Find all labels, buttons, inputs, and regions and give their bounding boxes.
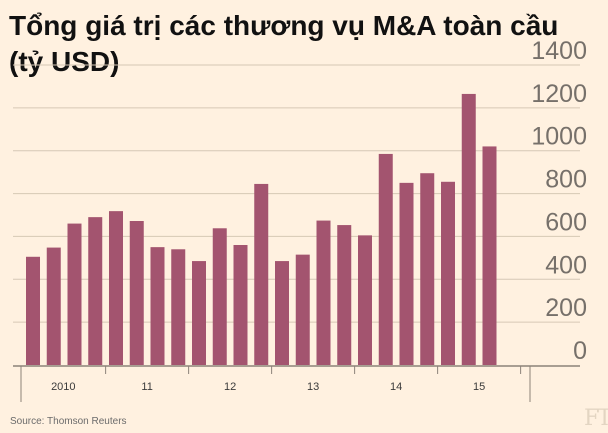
bar — [275, 261, 289, 365]
y-tick-label: 1200 — [531, 80, 587, 108]
x-axis — [13, 365, 580, 402]
title-line-2: (tỷ USD) — [9, 46, 120, 77]
bar — [316, 220, 331, 365]
bar — [150, 247, 165, 365]
y-axis-tick-labels: 0 200 400 600 800 1000 1200 1400 — [531, 37, 587, 365]
bar — [129, 221, 144, 365]
y-tick-label: 200 — [545, 294, 587, 322]
bar — [212, 228, 227, 365]
bar — [109, 211, 123, 365]
y-tick-label: 800 — [545, 166, 587, 194]
x-tick-label: 14 — [390, 381, 402, 393]
x-tick-label: 2010 — [51, 381, 75, 393]
x-tick-label: 11 — [141, 381, 152, 393]
bar — [295, 254, 310, 365]
bar — [441, 181, 455, 365]
x-tick-label: 13 — [307, 381, 319, 393]
title-line-1: Tổng giá trị các thương vụ M&A toàn cầu — [9, 10, 559, 41]
y-tick-label: 1000 — [531, 123, 587, 151]
y-tick-label: 600 — [545, 208, 587, 236]
y-tick-label: 400 — [545, 251, 587, 279]
bar — [233, 245, 248, 365]
bar — [88, 217, 103, 365]
bar — [461, 93, 476, 365]
source-note: Source: Thomson Reuters — [10, 416, 127, 427]
y-tick-label: 1400 — [531, 37, 587, 65]
bar — [482, 146, 497, 365]
bar — [358, 235, 372, 365]
x-tick-label: 12 — [224, 381, 236, 393]
bar — [337, 225, 352, 365]
ft-logo: FT — [584, 406, 608, 431]
y-tick-label: 0 — [573, 337, 587, 365]
x-tick-label: 15 — [473, 381, 485, 393]
bar — [171, 249, 186, 365]
x-axis-tick-labels: 2010 11 12 13 14 15 — [51, 381, 485, 393]
bar — [192, 261, 206, 365]
bar — [46, 247, 61, 365]
bar — [67, 223, 82, 365]
bar — [254, 183, 269, 365]
bar — [378, 153, 393, 365]
chart-title: Tổng giá trị các thương vụ M&A toàn cầu … — [9, 8, 599, 80]
bar-series — [26, 93, 497, 365]
bar — [26, 256, 40, 365]
bar — [399, 182, 414, 365]
bar — [420, 173, 435, 365]
